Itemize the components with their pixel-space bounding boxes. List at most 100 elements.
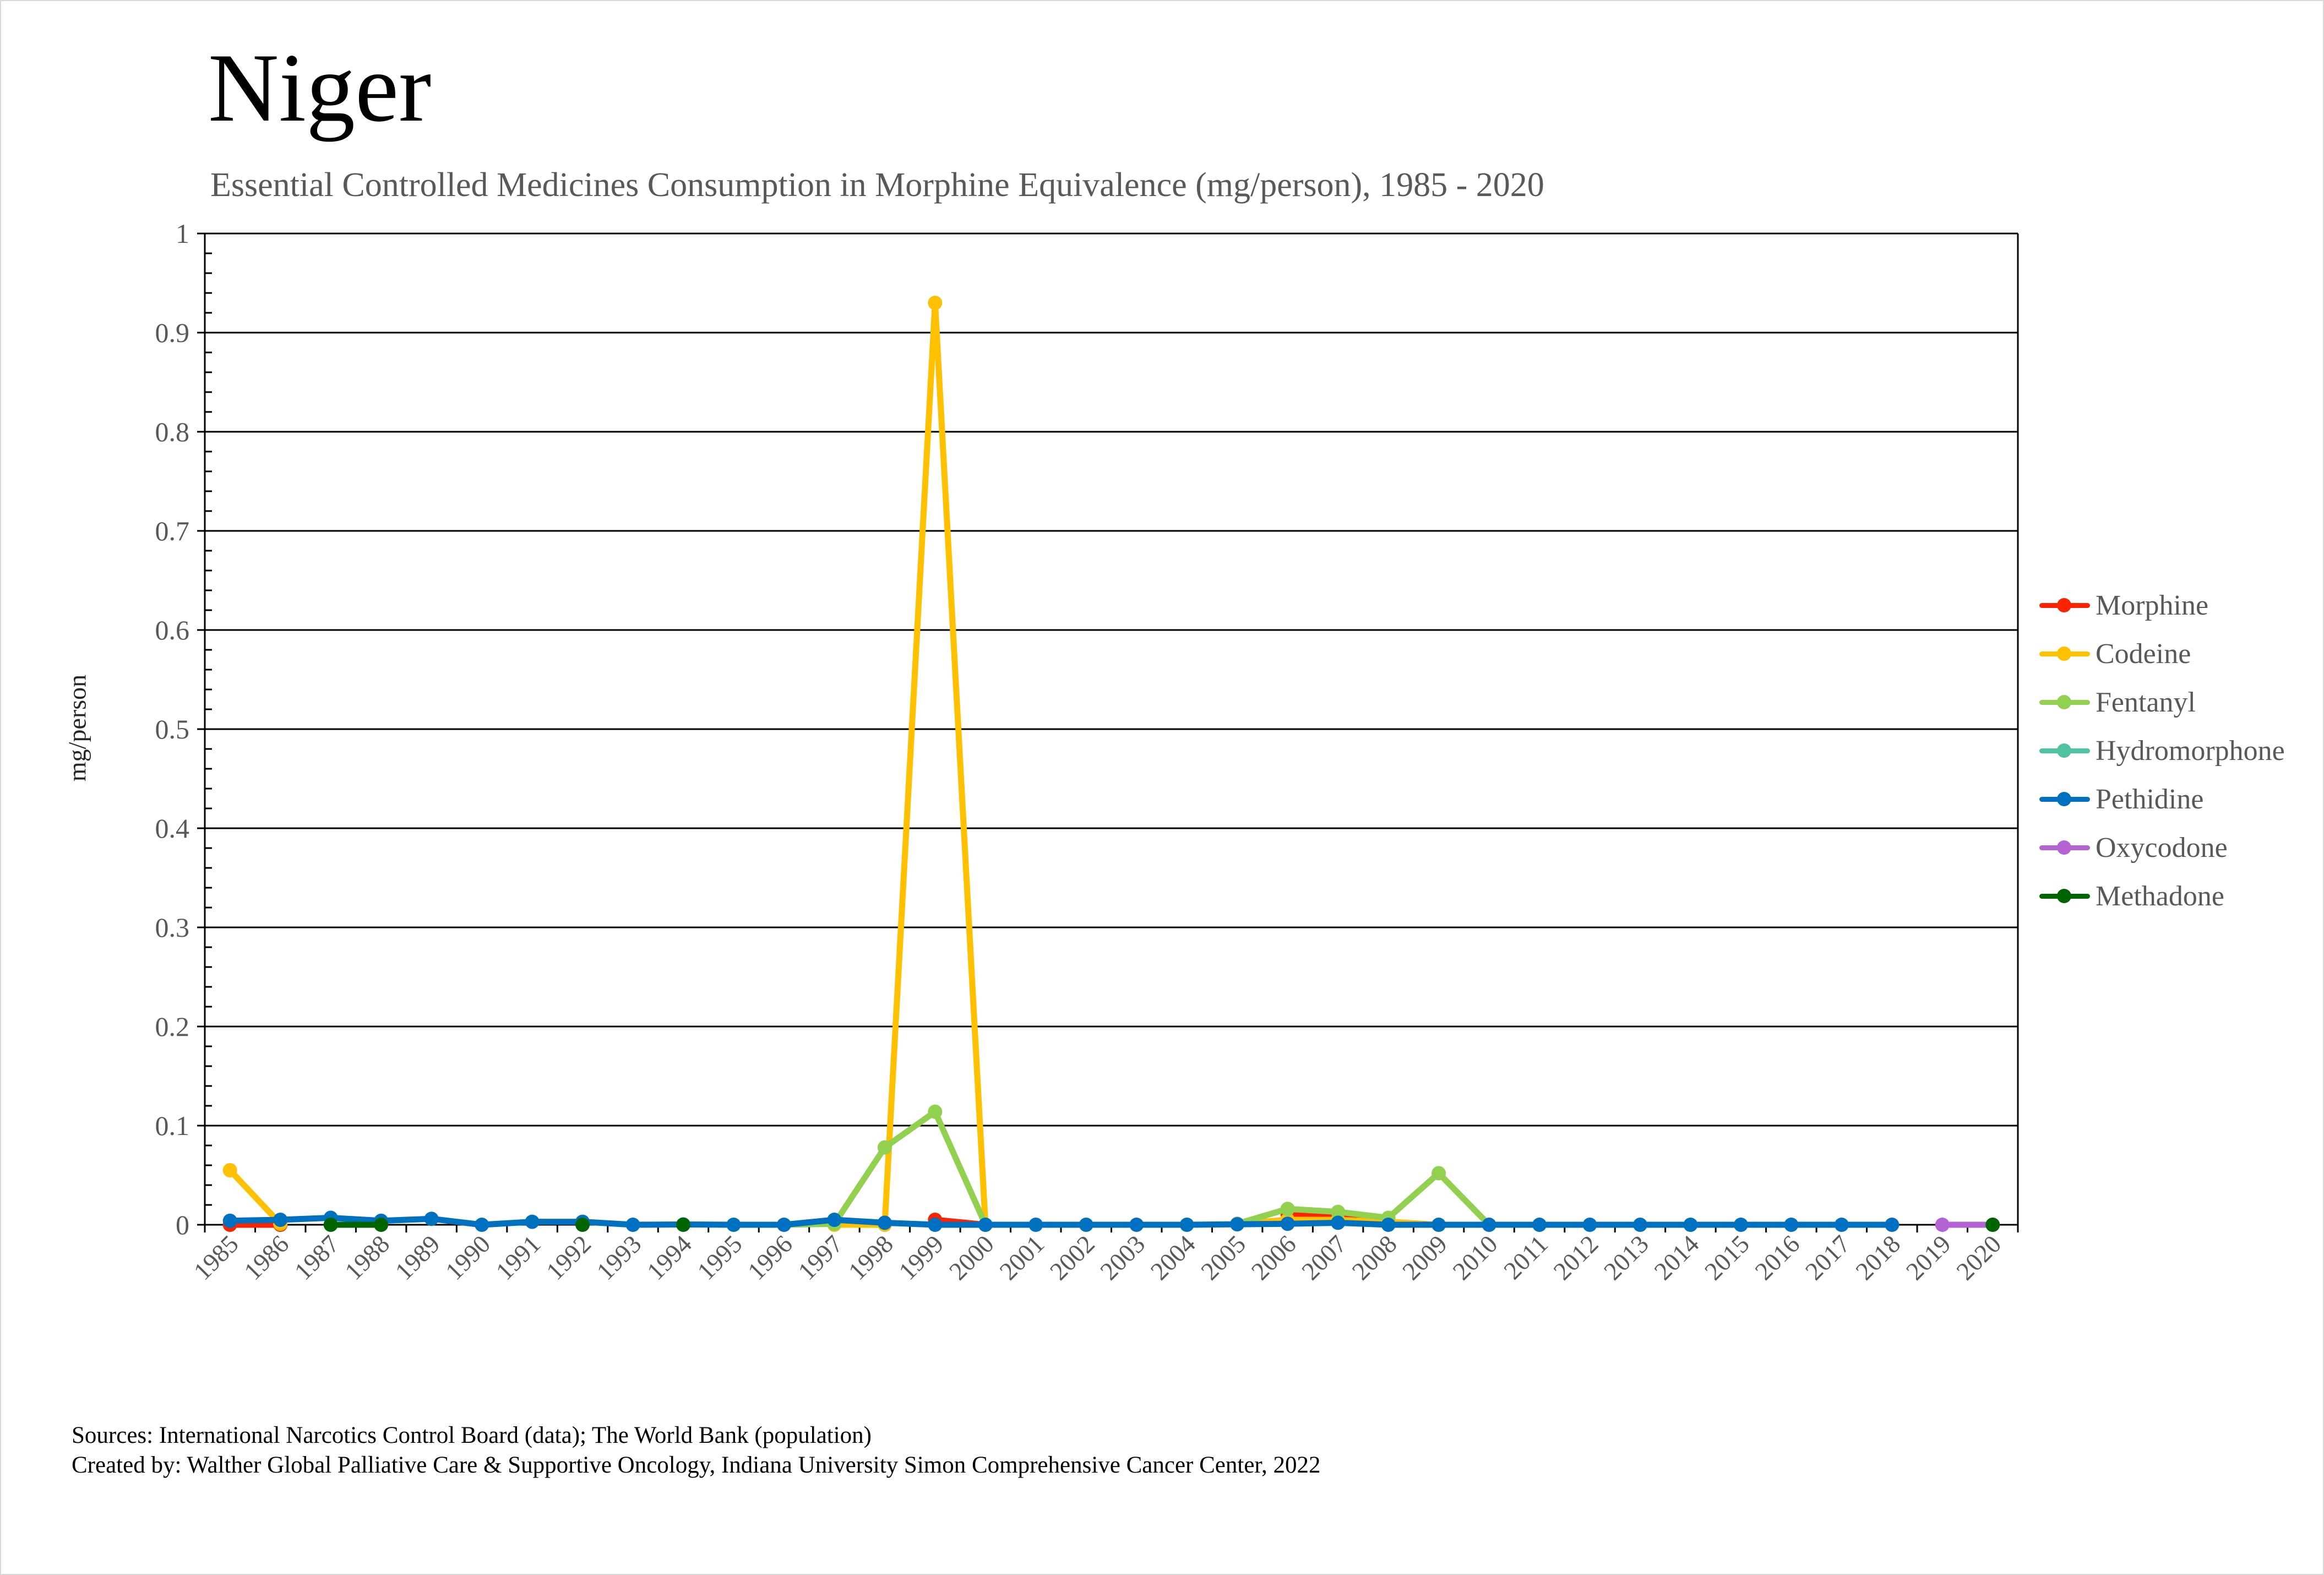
data-point	[1733, 1218, 1748, 1232]
x-tick-label: 2014	[1648, 1230, 1704, 1285]
legend-label: Fentanyl	[2096, 686, 2196, 718]
x-tick-label: 1992	[541, 1230, 596, 1285]
data-point	[374, 1218, 389, 1232]
credits-note: Created by: Walther Global Palliative Ca…	[72, 1452, 1321, 1478]
data-point	[776, 1218, 791, 1232]
x-tick-label: 2012	[1548, 1230, 1603, 1285]
data-point	[222, 1163, 237, 1177]
legend-dot	[2057, 647, 2071, 661]
y-tick-label: 0.7	[155, 515, 190, 546]
x-tick-label: 2006	[1246, 1230, 1302, 1285]
data-point	[1028, 1218, 1043, 1232]
legend-line-marker-icon	[2037, 643, 2092, 665]
x-tick-label: 1991	[491, 1230, 546, 1285]
x-tick-label: 1997	[792, 1230, 848, 1285]
data-point	[1179, 1218, 1194, 1232]
data-point	[575, 1218, 590, 1232]
legend-item: Oxycodone	[2037, 823, 2285, 872]
data-point	[827, 1213, 842, 1227]
x-tick-label: 2011	[1498, 1230, 1553, 1285]
x-tick-label: 2005	[1195, 1230, 1251, 1285]
data-point	[1280, 1216, 1295, 1231]
series-line	[1234, 1170, 1493, 1228]
legend-item: Hydromorphone	[2037, 726, 2285, 775]
x-tick-label: 2018	[1850, 1230, 1906, 1285]
legend-line-marker-icon	[2037, 691, 2092, 713]
data-point	[222, 1213, 237, 1228]
data-point	[1532, 1218, 1547, 1232]
x-tick-label: 1986	[238, 1230, 294, 1285]
data-point	[273, 1213, 288, 1227]
data-point	[1280, 1202, 1295, 1216]
x-tick-label: 1998	[843, 1230, 899, 1285]
y-tick-label: 0.1	[155, 1110, 190, 1141]
legend-dot	[2057, 695, 2071, 709]
legend-label: Oxycodone	[2096, 832, 2228, 863]
series-pethidine	[222, 1210, 1900, 1232]
legend-label: Morphine	[2096, 589, 2209, 621]
chart-subtitle: Essential Controlled Medicines Consumpti…	[210, 166, 1544, 204]
x-tick-label: 2000	[944, 1230, 999, 1285]
y-tick-label: 0.9	[155, 317, 190, 348]
y-tick-label: 0.6	[155, 615, 190, 645]
x-tick-label: 2013	[1598, 1230, 1654, 1285]
x-tick-label: 1994	[641, 1230, 697, 1285]
legend-dot	[2057, 840, 2071, 855]
x-tick-labels: 1985198619871988198919901991199219931994…	[188, 1230, 2007, 1285]
legend-line-marker-icon	[2037, 594, 2092, 616]
data-point	[1129, 1218, 1144, 1232]
x-tick-label: 2002	[1044, 1230, 1100, 1285]
legend-item: Pethidine	[2037, 775, 2285, 823]
x-tick-label: 2001	[994, 1230, 1049, 1285]
x-tick-label: 2016	[1749, 1230, 1805, 1285]
data-point	[978, 1218, 993, 1232]
legend-item: Methadone	[2037, 872, 2285, 920]
x-tick-label: 1995	[692, 1230, 747, 1285]
x-tick-label: 2007	[1296, 1230, 1352, 1285]
data-point	[1331, 1215, 1346, 1230]
data-point	[676, 1218, 690, 1232]
series-lines	[222, 296, 2000, 1232]
y-tick-label: 0.4	[155, 813, 190, 844]
chart-title: Niger	[208, 33, 432, 142]
data-point	[625, 1218, 640, 1232]
series-line	[831, 300, 989, 1228]
x-tick-label: 1987	[289, 1230, 345, 1285]
legend-label: Hydromorphone	[2096, 735, 2285, 767]
footer: Sources: International Narcotics Control…	[72, 1421, 1321, 1480]
x-tick-label: 1985	[188, 1230, 244, 1285]
legend-item: Morphine	[2037, 581, 2285, 629]
legend-dot	[2057, 792, 2071, 806]
y-tick-label: 0.5	[155, 714, 190, 745]
x-tick-label: 2004	[1145, 1230, 1201, 1285]
x-tick-label: 1996	[742, 1230, 798, 1285]
y-tick-label: 0.8	[155, 416, 190, 447]
data-point	[1331, 1204, 1346, 1219]
data-point	[726, 1218, 741, 1232]
data-point	[928, 296, 943, 310]
data-point	[928, 1104, 943, 1119]
y-tick-label: 1	[176, 218, 189, 249]
legend-dot	[2057, 889, 2071, 903]
legend-line-marker-icon	[2037, 837, 2092, 859]
data-point	[1834, 1218, 1849, 1232]
data-point	[1079, 1218, 1093, 1232]
y-tick-labels: 0 0.1 0.2 0.3 0.4 0.5 0.6 0.7 0.8 0.9 1	[155, 218, 190, 1240]
data-point	[424, 1212, 439, 1226]
data-point	[1230, 1217, 1245, 1232]
axes	[197, 232, 2019, 1232]
y-tick-label: 0.3	[155, 912, 190, 943]
series-codeine	[222, 296, 1446, 1232]
data-point	[475, 1218, 489, 1232]
legend-label: Methadone	[2096, 880, 2224, 912]
data-point	[1632, 1218, 1647, 1232]
x-tick-label: 1990	[440, 1230, 496, 1285]
data-point	[1381, 1218, 1396, 1232]
data-point	[1482, 1218, 1496, 1232]
legend-dot	[2057, 598, 2071, 612]
x-tick-label: 2009	[1397, 1230, 1452, 1285]
legend-item: Fentanyl	[2037, 678, 2285, 726]
x-tick-label: 2008	[1347, 1230, 1402, 1285]
